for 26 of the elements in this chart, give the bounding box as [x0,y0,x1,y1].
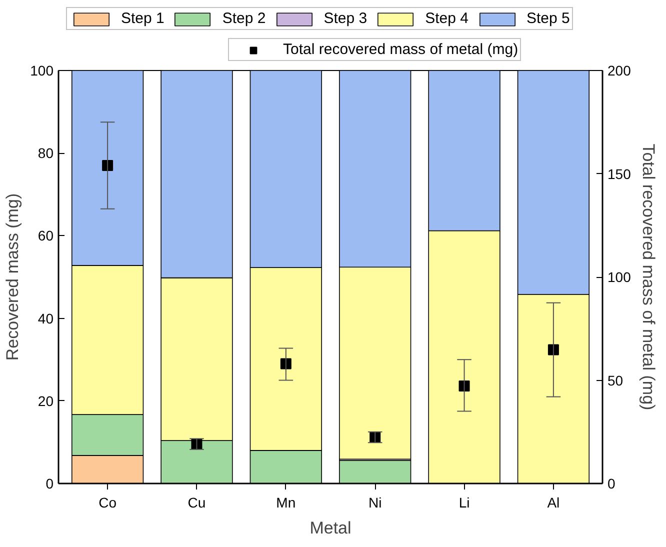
y-tick-label: 20 [38,392,54,409]
x-tick-label: Li [458,494,470,510]
y2-tick-label: 150 [608,166,632,182]
y-tick-label: 0 [46,476,54,492]
x-tick-label: Ni [368,494,382,510]
y2-axis-title: Total recovered mass of metal (mg) [638,144,658,410]
x-tick-label: Mn [276,494,296,510]
y2-tick-label: 0 [608,476,616,492]
y2-tick-label: 100 [608,269,632,285]
y-axis-title: Recovered mass (mg) [3,193,22,361]
legend-label: Step 3 [324,10,368,27]
legend-label: Total recovered mass of metal (mg) [283,41,518,58]
x-tick-label: Al [547,494,560,510]
legend-label: Step 5 [526,10,570,27]
legend-label: Step 2 [222,10,266,27]
x-axis-title: Metal [310,518,352,538]
x-tick-label: Cu [188,494,206,510]
y2-tick-label: 200 [608,62,632,78]
y-tick-label: 40 [38,310,54,326]
legend-label: Step 1 [121,10,164,27]
y-tick-label: 80 [38,145,54,162]
x-tick-label: Co [98,494,117,510]
legend-label: Step 4 [425,10,468,27]
y-tick-label: 100 [30,62,54,78]
y-tick-label: 60 [38,228,54,244]
y2-tick-label: 50 [608,372,624,388]
